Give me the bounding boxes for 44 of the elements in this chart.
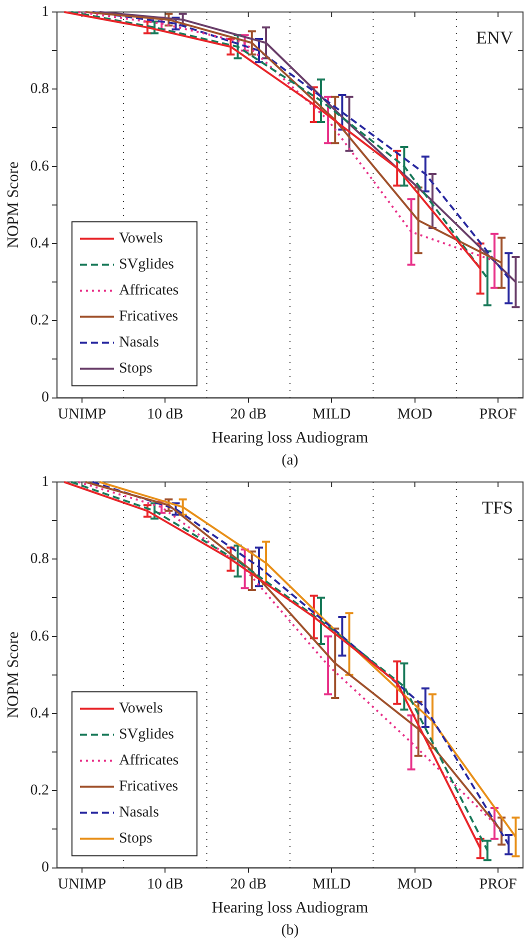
text: (b): [281, 922, 299, 938]
y-tick-label: 0: [41, 390, 49, 406]
x-axis-title: Hearing loss Audiogram: [212, 900, 369, 917]
x-axis-title: Hearing loss Audiogram: [212, 430, 369, 447]
legend-label: SVglides: [118, 726, 174, 743]
y-axis-title: NOPM Score: [4, 162, 22, 248]
legend-label: Stops: [118, 830, 152, 847]
x-tick-label: UNIMP: [58, 876, 106, 893]
y-tick-label: 0.6: [30, 628, 50, 644]
x-tick-label: MILD: [312, 876, 351, 893]
y-tick-label: 0.8: [30, 81, 49, 98]
legend-label: Affricates: [118, 282, 179, 299]
y-tick-label: 0.4: [30, 705, 50, 722]
y-axis-title: NOPM Score: [4, 632, 22, 718]
y-tick-label: 0.4: [30, 235, 50, 252]
annotation: ENV: [476, 28, 513, 48]
y-tick-label: 0.2: [30, 312, 49, 329]
x-tick-label: MILD: [312, 406, 351, 423]
legend-label: Stops: [118, 360, 152, 377]
legend-label: SVglides: [118, 256, 174, 273]
y-tick-label: 0.8: [30, 551, 49, 568]
legend-label: Nasals: [118, 334, 160, 351]
x-tick-label: 10 dB: [147, 876, 184, 893]
x-tick-label: MOD: [397, 876, 432, 893]
legend-label: Fricatives: [118, 778, 178, 795]
y-tick-label: 0.2: [30, 782, 49, 799]
legend-label: Vowels: [118, 230, 164, 247]
y-tick-label: 0.6: [30, 158, 50, 174]
x-tick-label: PROF: [479, 876, 517, 893]
y-tick-label: 1: [41, 4, 49, 20]
text: (a): [282, 452, 298, 468]
y-tick-label: 1: [41, 474, 49, 490]
x-tick-label: 10 dB: [147, 406, 184, 423]
x-tick-label: PROF: [479, 406, 517, 423]
x-tick-label: 20 dB: [230, 406, 266, 423]
legend-label: Nasals: [118, 804, 160, 821]
y-tick-label: 0: [41, 860, 49, 876]
legend-label: Fricatives: [118, 308, 178, 325]
x-tick-label: 20 dB: [230, 876, 266, 893]
x-tick-label: MOD: [397, 406, 432, 423]
annotation: TFS: [482, 498, 513, 518]
x-tick-label: UNIMP: [58, 406, 106, 423]
legend-label: Affricates: [118, 752, 179, 769]
legend-label: Vowels: [118, 700, 164, 717]
